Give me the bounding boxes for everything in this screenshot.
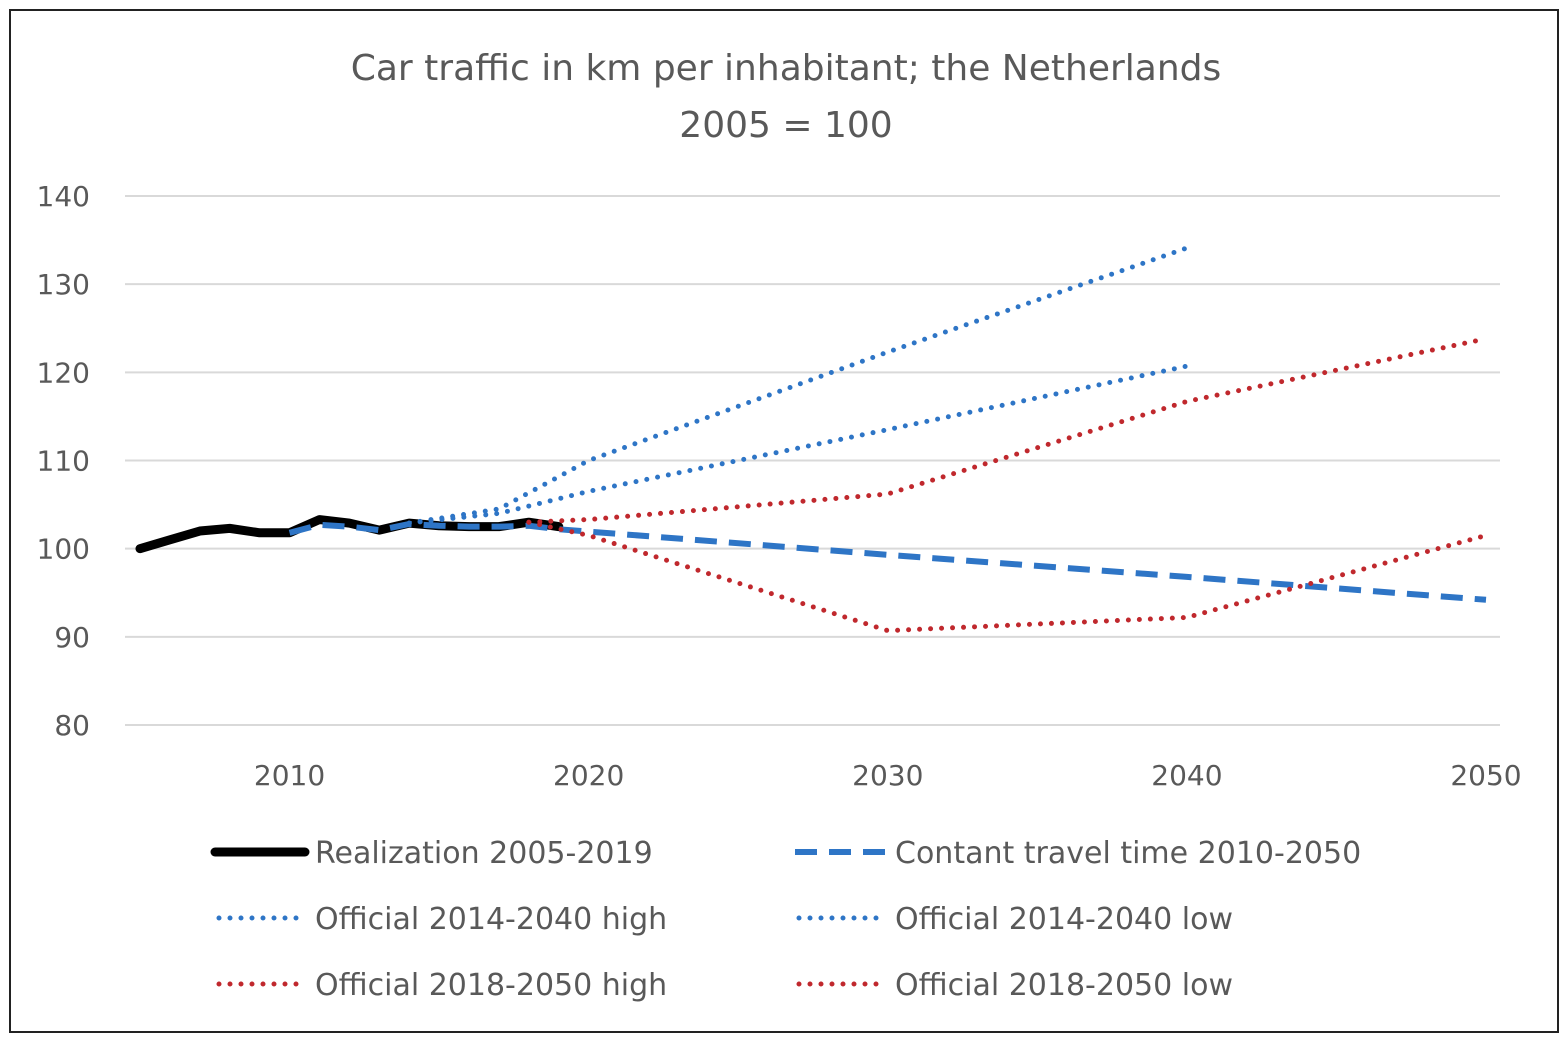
- x-tick-label: 2030: [852, 759, 923, 792]
- chart-frame: [9, 9, 1559, 1033]
- x-tick-label: 2010: [254, 759, 325, 792]
- x-tick-label: 2040: [1151, 759, 1222, 792]
- y-tick-label: 90: [54, 621, 90, 654]
- chart-subtitle: 2005 = 100: [679, 105, 892, 146]
- legend-label: Official 2018-2050 high: [315, 968, 667, 1003]
- chart-title: Car traffic in km per inhabitant; the Ne…: [351, 48, 1222, 89]
- series-line-5: [526, 336, 1489, 525]
- y-tick-label: 100: [37, 533, 90, 566]
- y-tick-label: 80: [54, 709, 90, 742]
- y-tick-label: 140: [37, 180, 90, 213]
- legend-label: Contant travel time 2010-2050: [895, 836, 1361, 871]
- series-line-2: [288, 520, 1487, 603]
- series-line-4: [406, 363, 1190, 526]
- y-tick-label: 130: [37, 268, 90, 301]
- series-line-6: [526, 519, 1489, 634]
- series-line-3: [406, 245, 1190, 526]
- y-tick-label: 120: [37, 356, 90, 389]
- x-tick-label: 2050: [1450, 759, 1521, 792]
- legend-label: Official 2018-2050 low: [895, 968, 1233, 1003]
- y-tick-label: 110: [37, 445, 90, 478]
- x-tick-label: 2020: [553, 759, 624, 792]
- legend-label: Official 2014-2040 low: [895, 902, 1233, 937]
- legend-label: Realization 2005-2019: [315, 836, 653, 871]
- series-line-1: [135, 515, 564, 554]
- legend-label: Official 2014-2040 high: [315, 902, 667, 937]
